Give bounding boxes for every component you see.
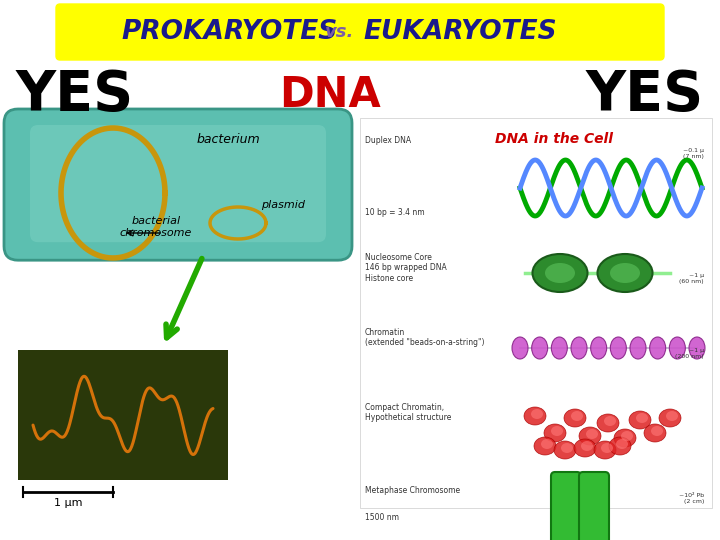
Ellipse shape	[571, 337, 587, 359]
Text: bacterium: bacterium	[196, 133, 260, 146]
Ellipse shape	[531, 409, 543, 419]
Ellipse shape	[571, 411, 583, 421]
Ellipse shape	[621, 431, 633, 441]
Text: Compact Chromatin,
Hypothetical structure: Compact Chromatin, Hypothetical structur…	[365, 403, 451, 422]
Ellipse shape	[630, 337, 646, 359]
Text: DNA in the Cell: DNA in the Cell	[495, 132, 613, 146]
Ellipse shape	[597, 414, 619, 432]
Ellipse shape	[524, 407, 546, 425]
FancyBboxPatch shape	[56, 4, 664, 60]
Text: Nucleosome Core
146 bp wrapped DNA
Histone core: Nucleosome Core 146 bp wrapped DNA Histo…	[365, 253, 446, 283]
Text: ~1 µ
(200 nm): ~1 µ (200 nm)	[675, 348, 704, 359]
Ellipse shape	[601, 443, 613, 453]
Bar	[360, 118, 712, 508]
Ellipse shape	[689, 337, 705, 359]
Text: YES: YES	[16, 68, 134, 122]
Text: 10 bp = 3.4 nm: 10 bp = 3.4 nm	[365, 208, 425, 217]
Ellipse shape	[545, 263, 575, 283]
Text: plasmid: plasmid	[261, 200, 305, 210]
Ellipse shape	[659, 409, 681, 427]
Ellipse shape	[564, 409, 586, 427]
Ellipse shape	[586, 429, 598, 439]
Ellipse shape	[590, 337, 607, 359]
FancyBboxPatch shape	[551, 472, 581, 540]
Ellipse shape	[544, 424, 566, 442]
Text: ~1 µ
(60 nm): ~1 µ (60 nm)	[680, 273, 704, 284]
Ellipse shape	[594, 441, 616, 459]
FancyBboxPatch shape	[30, 125, 326, 242]
Ellipse shape	[551, 426, 563, 436]
Ellipse shape	[574, 439, 596, 457]
Ellipse shape	[629, 411, 651, 429]
Ellipse shape	[604, 416, 616, 426]
Ellipse shape	[616, 439, 628, 449]
Text: EUKARYOTES: EUKARYOTES	[363, 19, 557, 45]
Ellipse shape	[649, 337, 666, 359]
Text: Metaphase Chromosome: Metaphase Chromosome	[365, 486, 460, 495]
Text: vs.: vs.	[325, 23, 355, 41]
Ellipse shape	[581, 441, 593, 451]
Text: 1 µm: 1 µm	[54, 498, 82, 508]
FancyBboxPatch shape	[579, 472, 609, 540]
Ellipse shape	[531, 337, 548, 359]
Ellipse shape	[609, 437, 631, 455]
Ellipse shape	[611, 337, 626, 359]
Text: ~10² Pb
(2 cm): ~10² Pb (2 cm)	[679, 493, 704, 504]
Ellipse shape	[552, 337, 567, 359]
Ellipse shape	[512, 337, 528, 359]
Ellipse shape	[644, 424, 666, 442]
Ellipse shape	[533, 254, 588, 292]
Text: bacterial
chromosome: bacterial chromosome	[120, 215, 192, 238]
Ellipse shape	[579, 427, 601, 445]
Bar	[18, 350, 228, 480]
Ellipse shape	[598, 254, 652, 292]
Text: Duplex DNA: Duplex DNA	[365, 136, 411, 145]
Ellipse shape	[666, 411, 678, 421]
Ellipse shape	[561, 443, 573, 453]
Ellipse shape	[651, 426, 663, 436]
Ellipse shape	[534, 437, 556, 455]
Text: Chromatin
(extended "beads-on-a-string"): Chromatin (extended "beads-on-a-string")	[365, 328, 485, 347]
Ellipse shape	[670, 337, 685, 359]
Text: YES: YES	[586, 68, 704, 122]
Text: 1500 nm: 1500 nm	[365, 513, 399, 522]
Ellipse shape	[554, 441, 576, 459]
Ellipse shape	[610, 263, 640, 283]
Ellipse shape	[614, 429, 636, 447]
Ellipse shape	[636, 413, 648, 423]
Ellipse shape	[541, 439, 553, 449]
FancyBboxPatch shape	[4, 109, 352, 260]
Text: ~0.1 µ
(7 nm): ~0.1 µ (7 nm)	[683, 148, 704, 159]
Text: PROKARYOTES: PROKARYOTES	[122, 19, 338, 45]
Text: DNA: DNA	[279, 74, 381, 116]
